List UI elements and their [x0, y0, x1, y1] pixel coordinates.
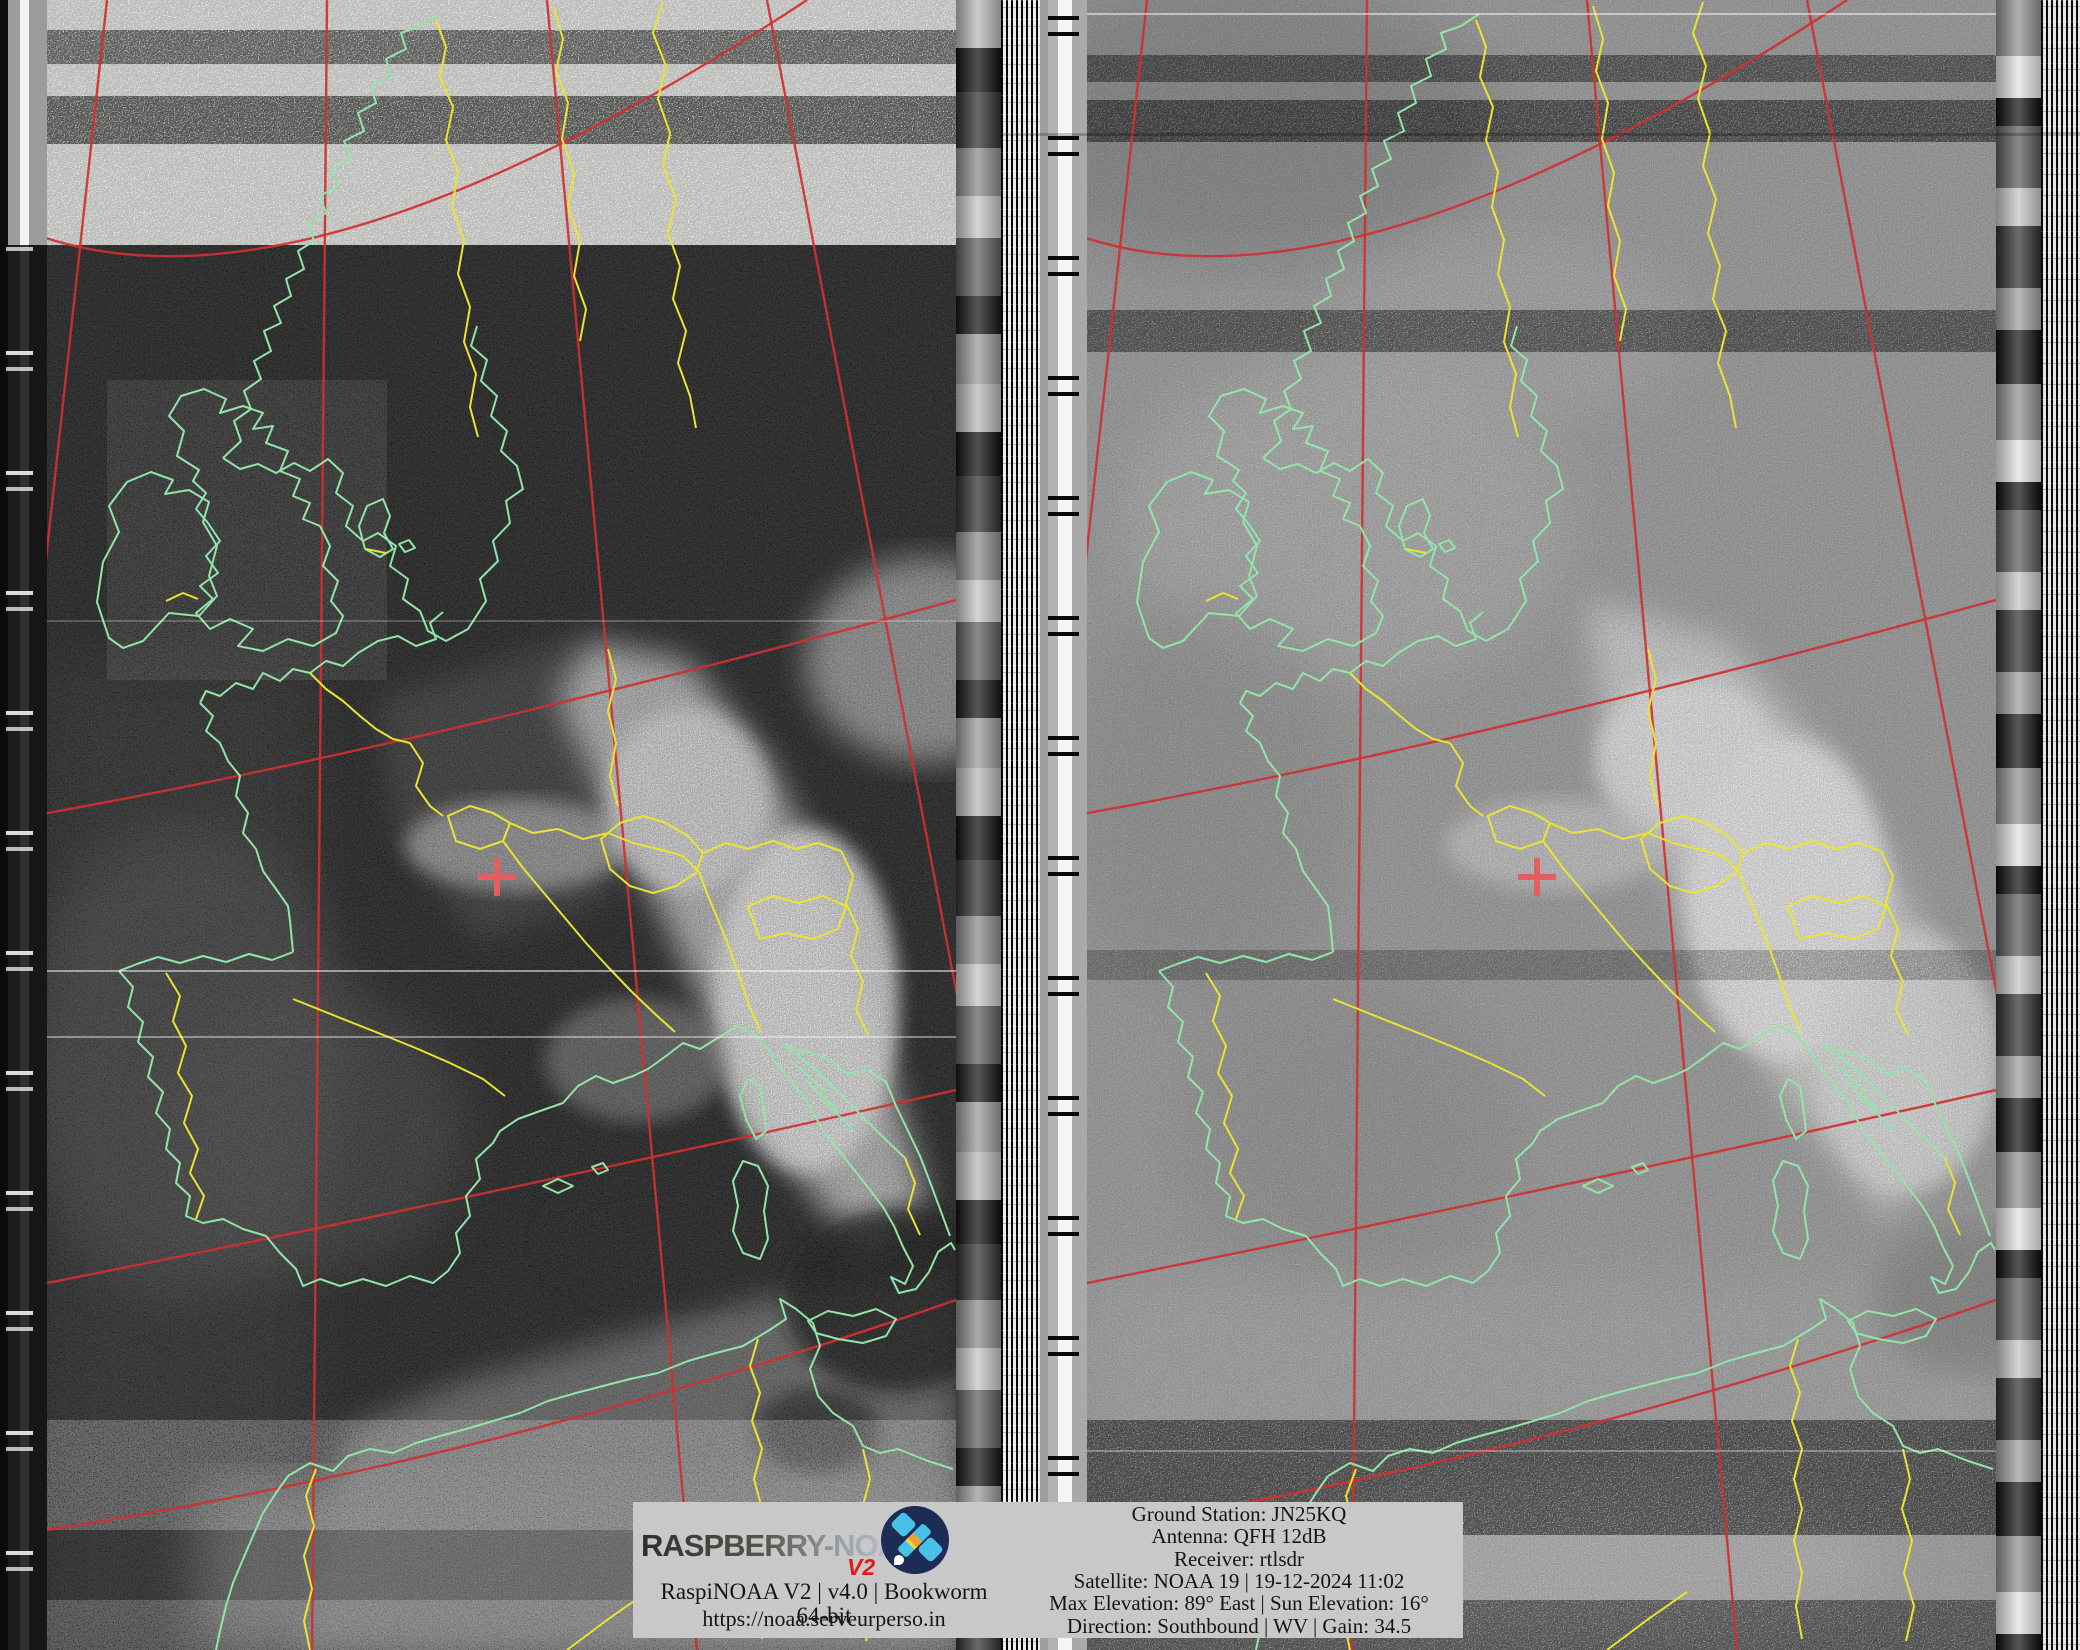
sync-column-right: [2041, 0, 2080, 1650]
telemetry-column-a: [956, 0, 1001, 1650]
sync-left-bottom: [0, 245, 47, 1650]
space-column-b: [1040, 0, 1087, 1650]
signal-noise-band: [47, 0, 956, 245]
station-info-line-ground-station: Ground Station: JN25KQ: [1131, 1501, 1347, 1526]
footer-branding: RASPBERRY-NOAA V2 RaspiNOAA V2 | v4.0 | …: [633, 1502, 1015, 1638]
station-info-line-elevation: Max Elevation: 89° East | Sun Elevation:…: [1049, 1591, 1429, 1616]
sync-column-left: [0, 0, 47, 1650]
sync-left-top: [0, 0, 47, 245]
panel-channel-b: [1087, 0, 1996, 1650]
telemetry-column-b: [1996, 0, 2041, 1650]
raspberry-noaa-wordmark: RASPBERRY-NOAA: [641, 1528, 921, 1563]
station-info-line-antenna: Antenna: QFH 12dB: [1151, 1524, 1327, 1549]
system-info-line: RaspiNOAA V2 | v4.0 | Bookworm 64-bit: [660, 1579, 988, 1628]
station-info-line-satellite: Satellite: NOAA 19 | 19-12-2024 11:02: [1073, 1569, 1405, 1593]
station-info-block: Ground Station: JN25KQ Antenna: QFH 12dB…: [1015, 1502, 1463, 1638]
brand-version-label: V2: [847, 1554, 876, 1580]
panel-channel-a: [47, 0, 956, 1650]
station-info-line-receiver: Receiver: rtlsdr: [1173, 1546, 1305, 1571]
station-info-line-direction: Direction: Southbound | WV | Gain: 34.5: [1066, 1613, 1412, 1638]
website-url: https://noaa.serveurperso.in: [702, 1606, 946, 1631]
sync-column-b: [1001, 0, 1040, 1650]
satellite-icon: [881, 1506, 949, 1574]
dish-antenna-shape: [894, 1555, 904, 1565]
footer-info-bar: RASPBERRY-NOAA V2 RaspiNOAA V2 | v4.0 | …: [633, 1502, 1463, 1638]
